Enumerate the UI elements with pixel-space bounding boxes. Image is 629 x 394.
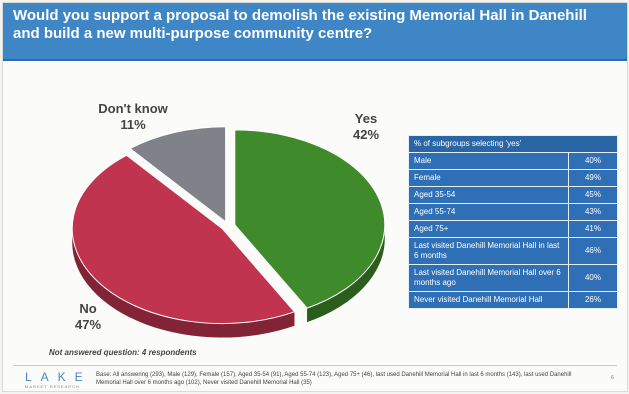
subgroup-value: 49% [568,169,618,187]
table-row: Aged 55-74 43% [408,203,618,221]
subgroup-name: Aged 35-54 [408,186,569,204]
slice-label-dont-know-value: 11% [120,117,146,132]
subgroup-name: Male [408,152,569,170]
slice-label-no-value: 47% [74,317,102,332]
lake-logo-subtitle: MARKET RESEARCH [25,384,80,389]
table-row: Male 40% [408,152,618,170]
subgroup-name: Female [408,169,569,187]
slice-label-no: No 47% [63,301,113,333]
table-row: Last visited Danehill Memorial Hall in l… [408,237,618,265]
subgroup-table: % of subgroups selecting 'yes' Male 40% … [408,135,618,309]
base-footnote: Base: All answering (293), Male (129), F… [96,372,572,386]
slice-label-dont-know: Don't know 11% [93,101,173,133]
table-row: Last visited Danehill Memorial Hall over… [408,264,618,292]
pie-slice-side-yes [307,224,385,323]
lake-logo: LAKE [25,370,92,384]
slice-label-dont-know-name: Don't know [98,101,168,116]
subgroup-name: Never visited Danehill Memorial Hall [408,291,569,309]
page-number: 6 [611,375,614,381]
subgroup-value: 40% [568,152,618,170]
slice-label-yes-value: 42% [352,127,380,142]
subgroup-value: 40% [568,264,618,292]
pie-slice-no [71,154,296,325]
subgroup-value: 43% [568,203,618,221]
table-row: Aged 75+ 41% [408,220,618,238]
subgroup-name: Aged 55-74 [408,203,569,221]
slice-label-yes: Yes 42% [341,111,391,143]
table-row: Aged 35-54 45% [408,186,618,204]
subgroup-value: 45% [568,186,618,204]
not-answered-note: Not answered question: 4 respondents [49,348,197,357]
subgroup-table-header: % of subgroups selecting 'yes' [408,135,618,153]
table-row: Female 49% [408,169,618,187]
pie-slice-side-no [72,228,295,338]
pie-chart [71,126,386,338]
subgroup-name: Last visited Danehill Memorial Hall over… [408,264,569,292]
subgroup-value: 41% [568,220,618,238]
subgroup-value: 46% [568,237,618,265]
footer-divider [13,365,617,366]
table-row: Never visited Danehill Memorial Hall 26% [408,291,618,309]
subgroup-table-header-cell: % of subgroups selecting 'yes' [408,135,618,153]
pie-slice-yes [234,129,386,309]
pie-slice-dont-know [129,126,227,223]
slice-label-yes-name: Yes [354,111,378,126]
chart-title: Would you support a proposal to demolish… [3,3,627,59]
slice-label-no-name: No [79,301,97,316]
subgroup-name: Aged 75+ [408,220,569,238]
subgroup-name: Last visited Danehill Memorial Hall in l… [408,237,569,265]
subgroup-value: 26% [568,291,618,309]
title-divider [3,59,627,61]
